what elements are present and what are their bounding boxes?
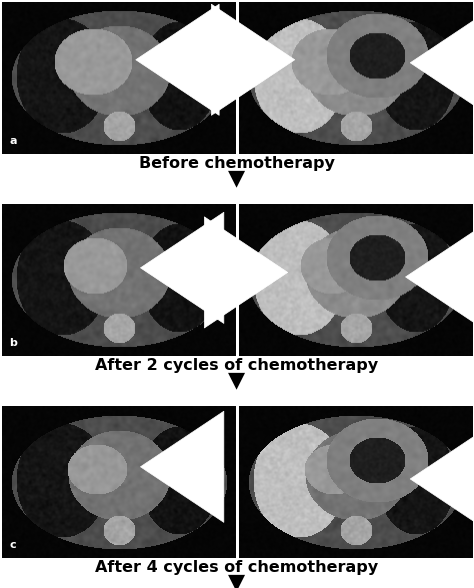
Text: c: c xyxy=(9,540,16,550)
Text: ▼: ▼ xyxy=(228,168,246,188)
Text: After 2 cycles of chemotherapy: After 2 cycles of chemotherapy xyxy=(95,358,379,373)
Text: b: b xyxy=(9,339,17,349)
Text: Before chemotherapy: Before chemotherapy xyxy=(139,156,335,171)
Text: ▼: ▼ xyxy=(228,572,246,588)
Text: After 4 cycles of chemotherapy: After 4 cycles of chemotherapy xyxy=(95,560,379,575)
Text: a: a xyxy=(9,136,17,146)
Text: ▼: ▼ xyxy=(228,370,246,390)
